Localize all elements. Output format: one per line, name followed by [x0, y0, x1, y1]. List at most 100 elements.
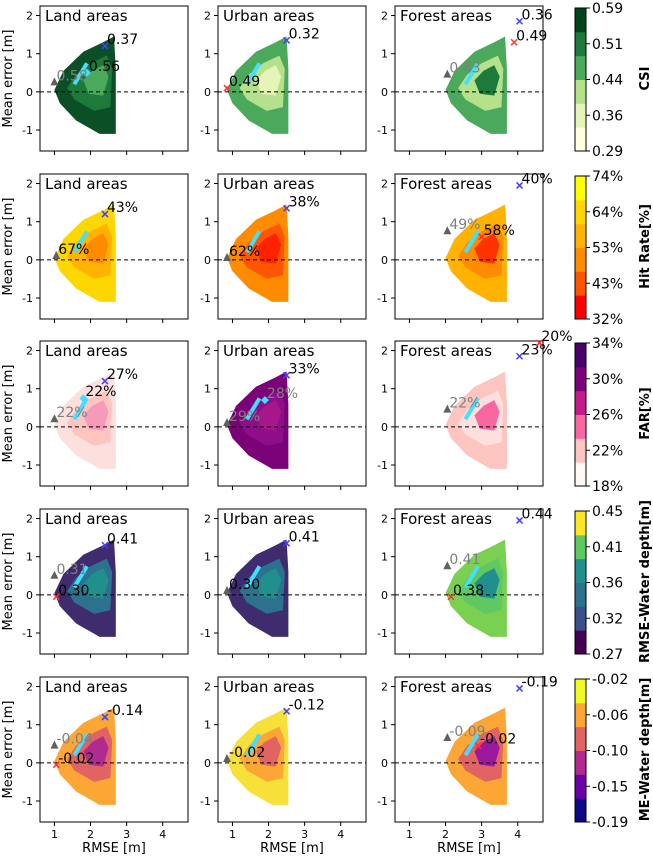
- panel-title: Land areas: [45, 342, 128, 360]
- marker-triangle: [223, 418, 232, 427]
- marker-x: [510, 38, 518, 46]
- colorbar-label: ME-Water depth[m]: [638, 678, 653, 822]
- cyan-band: [72, 733, 89, 757]
- cyan-band: [72, 230, 89, 254]
- y-tick-label: 0: [26, 86, 33, 99]
- panel-1-3: -1 0 1 2 Forest areas 0.36 0.49 0.43: [377, 5, 553, 155]
- colorbar-segment: [575, 390, 586, 415]
- y-tick-label: 1: [381, 216, 388, 229]
- annotation-label: 0.49: [229, 74, 260, 90]
- colorbar-tick-label: 0.27: [592, 647, 623, 663]
- annotation-label: 22%: [85, 384, 116, 400]
- x-tick-label: 3: [478, 828, 485, 841]
- y-tick-label: -1: [377, 795, 388, 808]
- y-tick-label: 2: [26, 681, 33, 694]
- panel-5-2: 1 2 3 4 -1 0 1 2 Urban areas-0.12 -0.02: [200, 676, 367, 841]
- x-tick-label: 2: [442, 828, 449, 841]
- axes-frame: [39, 340, 189, 487]
- colorbar-tick-label: 43%: [592, 276, 623, 292]
- panel-title: Urban areas: [223, 510, 315, 528]
- colorbar-tick-label: -0.06: [592, 708, 628, 724]
- field-region-inner: [474, 568, 500, 599]
- panel-title: Land areas: [45, 510, 128, 528]
- x-tick-label: 1: [51, 828, 58, 841]
- annotation-label: -0.14: [107, 703, 143, 719]
- panel-title: Land areas: [45, 175, 128, 193]
- panel-title: Urban areas: [223, 678, 315, 696]
- y-tick-label: 0: [381, 589, 388, 602]
- annotation-label: 40%: [522, 171, 553, 187]
- cyan-band: [72, 565, 89, 589]
- marker-triangle: [223, 586, 232, 595]
- annotation-label: 0.56: [89, 59, 120, 75]
- colorbar-segment: [575, 103, 586, 128]
- marker-triangle: [223, 754, 232, 763]
- x-tick-label: 1: [229, 828, 236, 841]
- colorbar-tick-label: 0.44: [592, 73, 623, 89]
- colorbar-tick-label: 53%: [592, 241, 623, 257]
- y-tick-label: -1: [200, 627, 211, 640]
- marker-triangle: [443, 561, 452, 570]
- cyan-band: [463, 565, 480, 589]
- cyan-band: [245, 565, 262, 589]
- marker-x: [283, 707, 291, 715]
- annotation-label: -0.02: [480, 732, 516, 748]
- annotation-label: 49%: [449, 217, 480, 233]
- marker-x: [101, 210, 109, 218]
- marker-triangle: [443, 69, 452, 78]
- y-tick-label: 2: [381, 10, 388, 23]
- colorbar-segment: [575, 176, 586, 201]
- annotation-label: 67%: [58, 242, 89, 258]
- marker-x: [516, 352, 524, 360]
- panel-title: Forest areas: [400, 7, 492, 25]
- marker-diamond: [82, 68, 91, 77]
- axes-frame: [39, 676, 189, 823]
- field-region-inner: [474, 233, 500, 264]
- y-tick-label: 0: [381, 757, 388, 770]
- x-tick-label: 2: [265, 828, 272, 841]
- marker-x: [535, 339, 543, 347]
- y-axis-label: Mean error [m]: [1, 30, 16, 128]
- colorbar-segment: [575, 750, 586, 775]
- y-tick-label: -1: [377, 292, 388, 305]
- y-tick-label: 1: [26, 216, 33, 229]
- y-tick-label: -1: [22, 459, 33, 472]
- colorbar-segment: [575, 343, 586, 368]
- axes-frame: [217, 173, 367, 320]
- y-tick-label: 0: [204, 86, 211, 99]
- y-tick-label: -1: [22, 292, 33, 305]
- marker-x: [283, 204, 291, 212]
- field-region-inner: [474, 65, 500, 96]
- annotation-label: 0.31: [56, 562, 87, 578]
- colorbar-segment: [575, 127, 586, 152]
- marker-x: [101, 42, 109, 50]
- panel-title: Forest areas: [400, 342, 492, 360]
- annotation-label: 23%: [522, 342, 553, 358]
- colorbar-segment: [575, 79, 586, 104]
- panel-title: Urban areas: [223, 175, 315, 193]
- colorbar-tick-label: 30%: [592, 372, 623, 388]
- y-tick-label: 0: [381, 421, 388, 434]
- annotation-label: -0.09: [449, 724, 485, 740]
- colorbar-tick-label: 0.32: [592, 611, 623, 627]
- colorbar-tick-label: 0.51: [592, 37, 623, 53]
- colorbar-label: CSI: [638, 67, 653, 91]
- cyan-band: [463, 62, 480, 86]
- marker-triangle: [52, 251, 61, 260]
- y-tick-label: 0: [204, 254, 211, 267]
- y-tick-label: 1: [204, 383, 211, 396]
- marker-x: [101, 541, 109, 549]
- cyan-band: [245, 733, 262, 757]
- y-tick-label: 1: [26, 551, 33, 564]
- y-tick-label: 0: [204, 589, 211, 602]
- colorbar-tick-label: -0.15: [592, 779, 628, 795]
- y-tick-label: -1: [377, 124, 388, 137]
- y-tick-label: 2: [204, 681, 211, 694]
- y-tick-label: 1: [204, 719, 211, 732]
- annotation-label: 0.43: [449, 61, 480, 77]
- annotation-label: 62%: [229, 244, 260, 260]
- axes-frame: [394, 508, 544, 655]
